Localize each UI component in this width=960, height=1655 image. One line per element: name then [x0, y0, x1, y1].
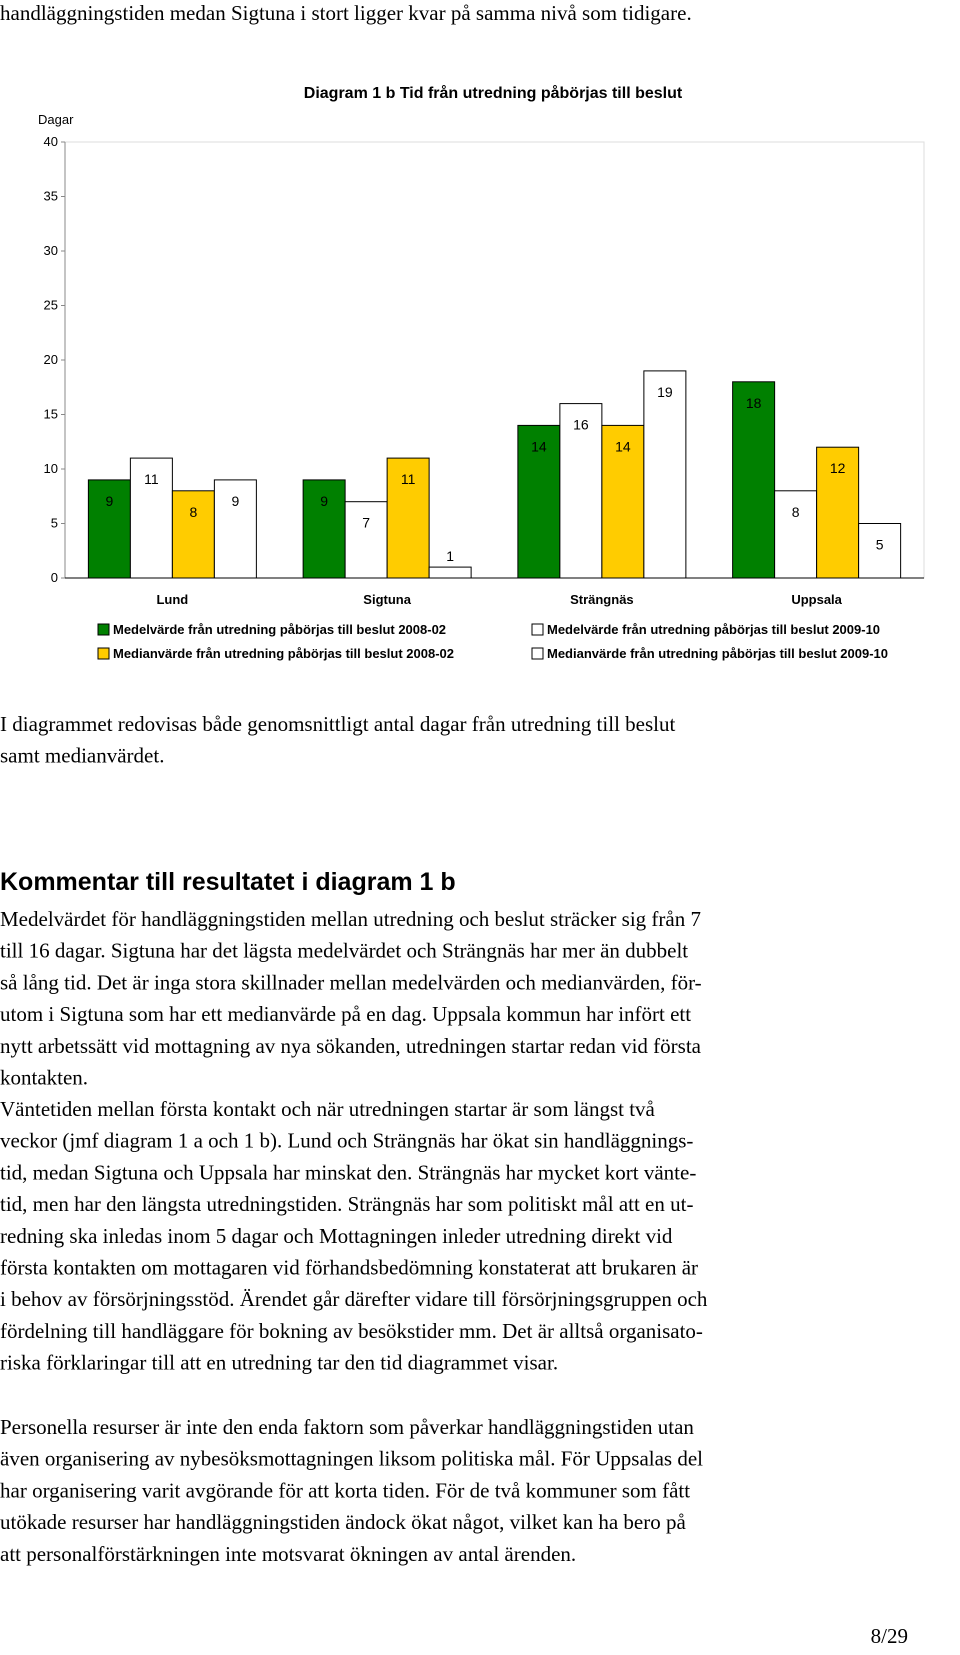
bar	[517, 424, 561, 579]
legend-swatch	[97, 623, 110, 636]
data-label: 19	[657, 384, 673, 400]
x-tick-label: Lund	[156, 592, 188, 607]
legend-swatch	[531, 623, 544, 636]
data-label: 9	[105, 493, 113, 509]
data-label: 12	[830, 460, 846, 476]
intro-line: handläggningstiden medan Sigtuna i stort…	[0, 1, 692, 25]
data-label: 5	[876, 537, 884, 553]
bar	[559, 403, 603, 579]
text-line: samt medianvärdet.	[0, 744, 164, 768]
legend-label: Medianvärde från utredning påbörjas till…	[547, 646, 888, 661]
text-line: tid, men har den längsta utredningstiden…	[0, 1192, 693, 1216]
y-tick-label: 15	[44, 407, 58, 422]
y-axis-label: Dagar	[38, 112, 74, 127]
text-line: tid, medan Sigtuna och Uppsala har minsk…	[0, 1160, 696, 1184]
bar	[858, 523, 902, 579]
x-tick-label: Strängnäs	[570, 592, 634, 607]
text-line: fördelning till handläggare för bokning …	[0, 1319, 703, 1343]
text-line: även organisering av nybesöksmottagninge…	[0, 1447, 703, 1471]
data-label: 7	[362, 515, 370, 531]
y-tick-label: 35	[44, 189, 58, 204]
data-label: 11	[144, 471, 159, 487]
data-label: 11	[401, 471, 416, 487]
y-tick-label: 0	[51, 570, 58, 585]
data-label: 9	[231, 493, 239, 509]
text-line: riska förklaringar till att en utredning…	[0, 1351, 558, 1375]
data-label: 8	[792, 504, 800, 520]
bar	[816, 446, 860, 579]
data-label: 18	[746, 395, 762, 411]
text-line: att personalförstärkningen inte motsvara…	[0, 1542, 576, 1566]
heading: Kommentar till resultatet i diagram 1 b	[0, 868, 456, 896]
text-line: utökade resurser har handläggningstiden …	[0, 1510, 686, 1534]
bar	[732, 381, 776, 579]
y-tick-label: 30	[44, 243, 58, 258]
data-label: 9	[320, 493, 328, 509]
x-tick-label: Sigtuna	[363, 592, 411, 607]
legend-swatch	[531, 647, 544, 660]
bar	[87, 479, 131, 579]
data-label: 14	[615, 438, 631, 454]
bar	[386, 457, 430, 579]
text-line: kontakten.	[0, 1066, 88, 1090]
data-label: 16	[573, 417, 589, 433]
bar	[428, 566, 472, 579]
text-line: I diagrammet redovisas både genomsnittli…	[0, 712, 675, 736]
text-line: veckor (jmf diagram 1 a och 1 b). Lund o…	[0, 1129, 693, 1153]
data-label: 8	[189, 504, 197, 520]
legend-swatch	[97, 647, 110, 660]
text-line: Väntetiden mellan första kontakt och när…	[0, 1097, 656, 1121]
bar	[344, 501, 388, 579]
bar	[643, 370, 687, 579]
legend-label: Medelvärde från utredning påbörjas till …	[547, 622, 880, 637]
data-label: 1	[446, 548, 454, 564]
text-line: så lång tid. Det är inga stora skillnade…	[0, 970, 702, 994]
chart-title: Diagram 1 b Tid från utredning påbörjas …	[304, 84, 683, 102]
text-line: utom i Sigtuna som har ett medianvärde p…	[0, 1002, 691, 1026]
legend-label: Medianvärde från utredning påbörjas till…	[113, 646, 454, 661]
y-tick-label: 10	[44, 461, 58, 476]
text-line: redning ska inledas inom 5 dagar och Mot…	[0, 1224, 673, 1248]
text-line: har organisering varit avgörande för att…	[0, 1478, 690, 1502]
data-label: 14	[531, 438, 547, 454]
x-tick-label: Uppsala	[791, 592, 842, 607]
y-tick-label: 40	[44, 134, 58, 149]
text-line: Medelvärdet för handläggningstiden mella…	[0, 907, 701, 931]
bar	[774, 490, 818, 579]
text-line: nytt arbetssätt vid mottagning av nya sö…	[0, 1034, 702, 1058]
y-tick-label: 25	[44, 298, 58, 313]
legend-label: Medelvärde från utredning påbörjas till …	[113, 622, 446, 637]
page-number: 8/29	[871, 1624, 908, 1648]
y-tick-label: 5	[51, 516, 58, 531]
text-line: Personella resurser är inte den enda fak…	[0, 1415, 694, 1439]
y-tick-label: 20	[44, 352, 58, 367]
bar	[213, 479, 257, 579]
text-line: första kontakten om mottagaren vid förha…	[0, 1256, 698, 1280]
text-line: i behov av försörjningsstöd. Ärendet går…	[0, 1287, 708, 1311]
bar	[302, 479, 346, 579]
text-line: till 16 dagar. Sigtuna har det lägsta me…	[0, 939, 688, 963]
